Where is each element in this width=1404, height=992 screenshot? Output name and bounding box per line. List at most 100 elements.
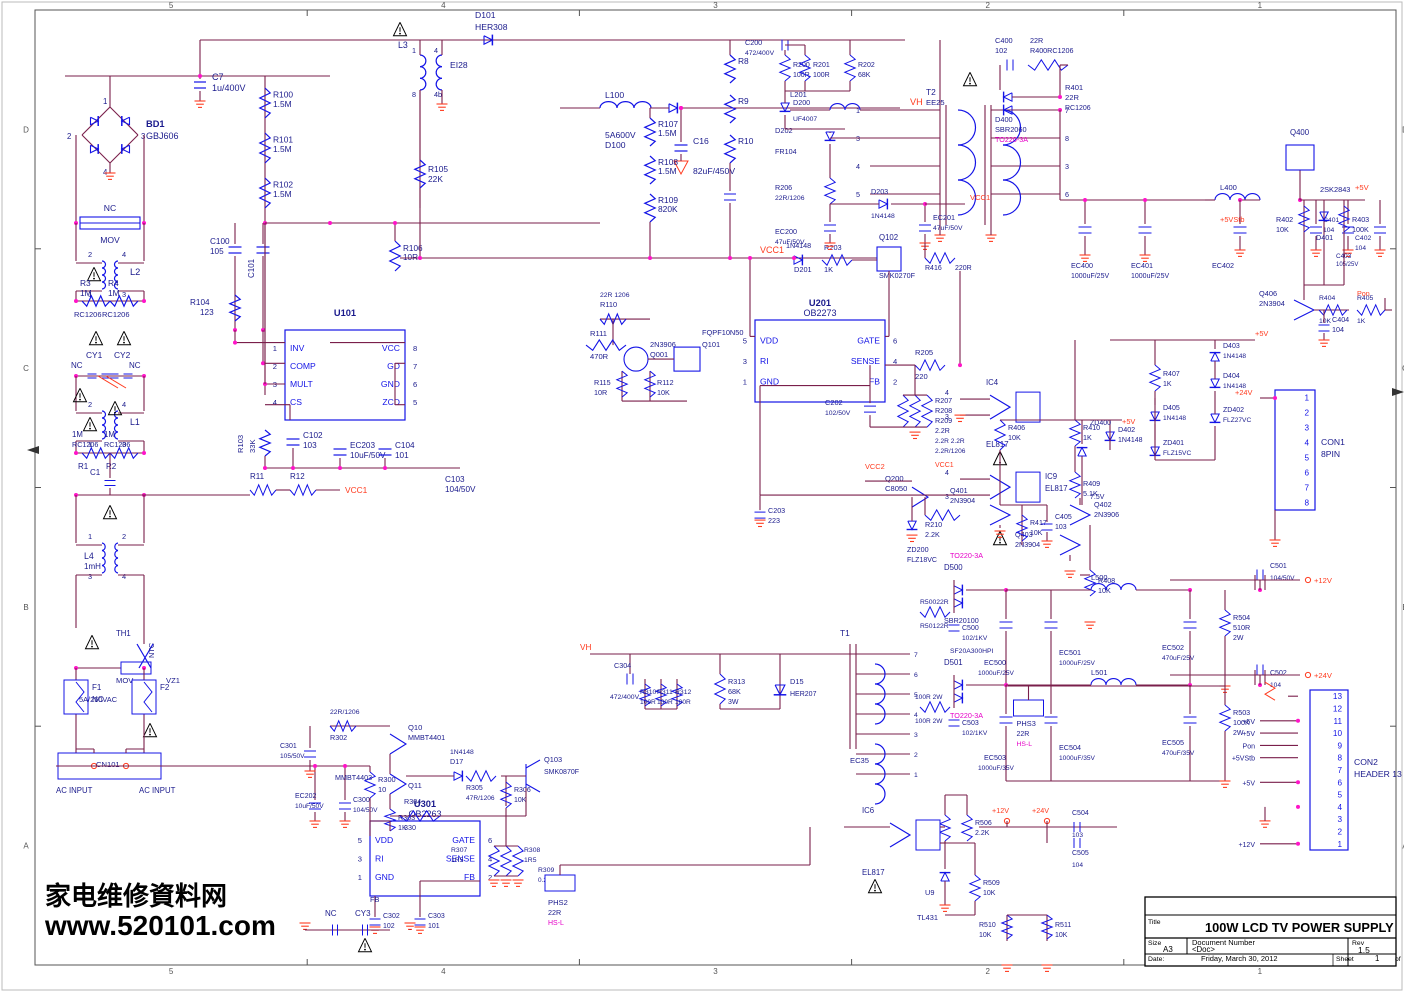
svg-text:AC INPUT: AC INPUT — [139, 786, 176, 795]
svg-text:472/400V: 472/400V — [610, 694, 640, 701]
svg-text:R1: R1 — [78, 462, 89, 471]
svg-text:6: 6 — [488, 836, 492, 845]
svg-text:104/50V: 104/50V — [1270, 575, 1295, 582]
svg-text:ZCD: ZCD — [382, 397, 400, 407]
svg-text:101: 101 — [395, 451, 409, 460]
svg-text:GBJ606: GBJ606 — [146, 131, 179, 141]
svg-text:A: A — [23, 842, 29, 851]
svg-text:1.5M: 1.5M — [273, 189, 292, 199]
svg-text:R208: R208 — [935, 406, 952, 415]
svg-text:R201: R201 — [813, 62, 830, 69]
svg-text:1N4148: 1N4148 — [1163, 415, 1186, 422]
svg-text:+12V: +12V — [1238, 842, 1255, 849]
svg-text:5A600V: 5A600V — [605, 130, 636, 140]
svg-text:L400: L400 — [1220, 183, 1237, 192]
svg-text:2.2K: 2.2K — [975, 830, 990, 837]
svg-text:+5V: +5V — [1242, 731, 1255, 738]
svg-text:R313: R313 — [728, 677, 745, 686]
svg-text:CY1: CY1 — [86, 350, 103, 360]
svg-text:2: 2 — [1304, 409, 1309, 418]
svg-text:C303: C303 — [428, 913, 445, 920]
svg-text:+24V: +24V — [1235, 388, 1253, 397]
svg-text:C502: C502 — [1270, 670, 1287, 677]
svg-text:R9: R9 — [738, 96, 749, 106]
svg-text:10: 10 — [1333, 729, 1343, 738]
svg-text:1.5M: 1.5M — [273, 144, 292, 154]
svg-text:1: 1 — [914, 772, 918, 779]
svg-text:1N4148: 1N4148 — [450, 749, 474, 756]
svg-text:R401: R401 — [1065, 83, 1083, 92]
svg-text:Sheet: Sheet — [1336, 956, 1354, 963]
svg-text:10K: 10K — [1276, 225, 1289, 234]
svg-text:22R: 22R — [1017, 731, 1030, 738]
svg-text:C402: C402 — [1355, 235, 1371, 242]
svg-text:2.2R 2.2R: 2.2R 2.2R — [935, 438, 965, 445]
svg-text:2: 2 — [893, 378, 897, 387]
svg-text:VDD: VDD — [760, 336, 778, 346]
svg-text:FR104: FR104 — [775, 147, 797, 156]
svg-text:GD: GD — [387, 361, 400, 371]
svg-text:5: 5 — [1337, 791, 1342, 800]
svg-text:TO220-3A: TO220-3A — [950, 711, 983, 720]
svg-text:RC1206: RC1206 — [104, 440, 130, 449]
svg-text:5A/250VAC: 5A/250VAC — [79, 695, 118, 704]
svg-text:R12: R12 — [290, 472, 305, 481]
svg-text:Title: Title — [1148, 919, 1161, 926]
svg-text:Date:: Date: — [1148, 956, 1164, 963]
svg-text:R416: R416 — [925, 265, 942, 272]
svg-text:C101: C101 — [247, 258, 256, 278]
svg-text:R210: R210 — [925, 520, 942, 529]
svg-text:100R: 100R — [657, 699, 673, 706]
svg-text:R307: R307 — [451, 847, 467, 854]
svg-text:R105: R105 — [428, 164, 448, 174]
svg-text:NC: NC — [325, 909, 337, 918]
svg-text:100K: 100K — [1352, 225, 1369, 234]
svg-text:D405: D405 — [1163, 405, 1180, 412]
svg-text:B: B — [23, 603, 28, 612]
svg-text:1u/400V: 1u/400V — [212, 83, 246, 93]
svg-text:Q200: Q200 — [885, 474, 904, 483]
svg-text:3: 3 — [743, 357, 747, 366]
svg-text:2: 2 — [67, 132, 71, 141]
svg-text:R403: R403 — [1352, 215, 1369, 224]
svg-text:3: 3 — [358, 855, 362, 864]
svg-text:2: 2 — [1337, 828, 1342, 837]
svg-text:BD1: BD1 — [146, 119, 165, 129]
svg-text:VCC: VCC — [382, 343, 400, 353]
svg-text:2.2K: 2.2K — [925, 530, 940, 539]
svg-text:2: 2 — [985, 967, 990, 976]
svg-text:R311: R311 — [657, 689, 673, 696]
svg-text:INV: INV — [290, 343, 305, 353]
svg-text:R50022R: R50022R — [920, 599, 949, 606]
svg-text:TL431: TL431 — [917, 913, 938, 922]
svg-text:1K: 1K — [1357, 318, 1366, 325]
svg-text:R306: R306 — [514, 787, 531, 794]
svg-text:EC500: EC500 — [984, 658, 1006, 667]
svg-text:EE25: EE25 — [926, 98, 945, 107]
svg-text:9: 9 — [1337, 741, 1342, 750]
svg-text:C500: C500 — [962, 625, 979, 632]
svg-text:D15: D15 — [790, 677, 804, 686]
svg-text:D402: D402 — [1118, 425, 1135, 434]
svg-text:103: 103 — [1072, 832, 1083, 839]
svg-text:6: 6 — [1065, 190, 1069, 199]
svg-text:L500: L500 — [1091, 573, 1107, 582]
svg-text:3: 3 — [914, 732, 918, 739]
svg-text:8: 8 — [1304, 499, 1309, 508]
svg-text:1: 1 — [1304, 394, 1309, 403]
svg-text:4: 4 — [1337, 803, 1342, 812]
svg-text:R206: R206 — [775, 183, 792, 192]
svg-text:TO220-3A: TO220-3A — [950, 551, 983, 560]
svg-text:R309: R309 — [538, 867, 554, 874]
svg-text:5: 5 — [169, 967, 174, 976]
svg-text:EL817: EL817 — [862, 868, 885, 877]
svg-text:R202: R202 — [858, 62, 875, 69]
svg-text:Size: Size — [1148, 940, 1161, 947]
svg-text:1M: 1M — [72, 430, 83, 439]
svg-text:1: 1 — [358, 873, 362, 882]
svg-text:VH: VH — [580, 643, 591, 652]
svg-text:2: 2 — [488, 873, 492, 882]
svg-text:1K: 1K — [1083, 433, 1092, 442]
svg-text:102/1KV: 102/1KV — [962, 730, 988, 737]
svg-text:2: 2 — [914, 752, 918, 759]
